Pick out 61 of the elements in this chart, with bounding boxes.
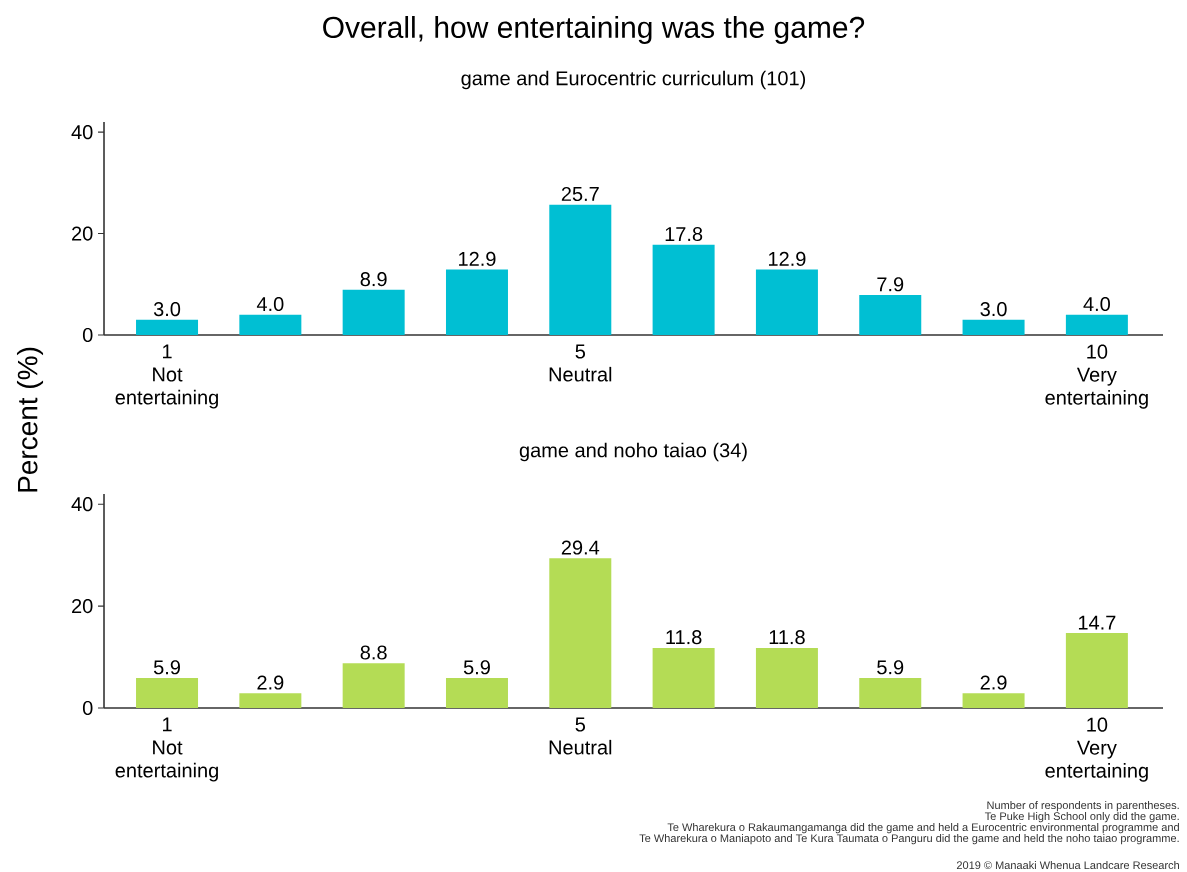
data-label: 5.9	[153, 660, 180, 675]
data-label: 12.9	[768, 251, 806, 266]
bar	[859, 677, 922, 708]
bar	[755, 269, 818, 335]
bar	[1065, 633, 1128, 708]
y-axis-title: Percent (%)	[16, 347, 44, 492]
y-tick-label: 0	[82, 700, 93, 716]
data-label: 5.9	[877, 660, 904, 675]
data-label: 12.9	[459, 251, 496, 266]
y-tick-label: 0	[82, 327, 93, 343]
y-tick-label: 40	[71, 125, 93, 140]
text: 2019 © Manaaki Whenua Landcare Research	[956, 861, 1179, 870]
text: Te Puke High School only did the game.	[984, 812, 1179, 823]
bar	[1065, 314, 1128, 335]
text: Number of respondents in parentheses.	[987, 801, 1179, 812]
bar	[136, 319, 199, 335]
data-label: 3.0	[153, 302, 181, 317]
bar	[239, 314, 302, 335]
data-label: 14.7	[1078, 615, 1116, 630]
data-label: 8.8	[360, 645, 387, 660]
data-label: 2.9	[257, 675, 284, 690]
y-tick-label: 20	[72, 599, 93, 614]
chart-subtitle: game and Eurocentric curriculum (101)	[461, 70, 806, 90]
data-label: 2.9	[980, 675, 1007, 690]
bar	[445, 269, 508, 335]
data-label: 25.7	[561, 186, 599, 202]
data-label: 8.9	[360, 272, 387, 287]
x-tick-label: 1 Not entertaining	[115, 717, 218, 782]
data-label: 3.0	[980, 302, 1007, 317]
data-label: 17.8	[665, 226, 703, 242]
bar	[342, 663, 405, 708]
bar	[136, 677, 199, 708]
bar	[549, 204, 612, 335]
x-tick-label: 10 Very entertaining	[1045, 344, 1148, 409]
bar	[859, 294, 922, 335]
text: Te Wharekura o Maniapoto and Te Kura Taumata o Panguru did the game and held the noho taiao programme.	[639, 834, 1179, 845]
data-label: 5.9	[463, 660, 490, 675]
bar	[755, 647, 818, 708]
text: Te Wharekura o Rakaumangamanga did the game and held a Eurocentric environmental programme and	[667, 823, 1179, 834]
data-label: 11.8	[769, 630, 805, 645]
chart-subtitle: game and noho taiao (34)	[519, 442, 747, 462]
y-tick-label: 40	[71, 497, 93, 512]
x-tick-label: 10 Very entertaining	[1045, 717, 1148, 782]
y-tick-label: 20	[72, 226, 93, 241]
bar	[445, 677, 508, 708]
x-tick-label: 1 Not entertaining	[115, 344, 218, 409]
data-label: 29.4	[561, 540, 600, 555]
bar	[342, 289, 405, 335]
bar	[962, 319, 1025, 335]
bar	[652, 244, 715, 335]
bar	[549, 558, 612, 708]
bar	[239, 693, 302, 708]
chart-title: Overall, how entertaining was the game?	[323, 16, 865, 44]
x-tick-label: 5 Neutral	[549, 717, 612, 755]
data-label: 11.8	[666, 630, 702, 645]
data-label: 4.0	[256, 296, 284, 312]
bar	[652, 647, 715, 708]
x-tick-label: 5 Neutral	[549, 344, 612, 382]
data-label: 7.9	[877, 277, 904, 292]
data-label: 4.0	[1083, 296, 1110, 312]
bar	[962, 693, 1025, 708]
